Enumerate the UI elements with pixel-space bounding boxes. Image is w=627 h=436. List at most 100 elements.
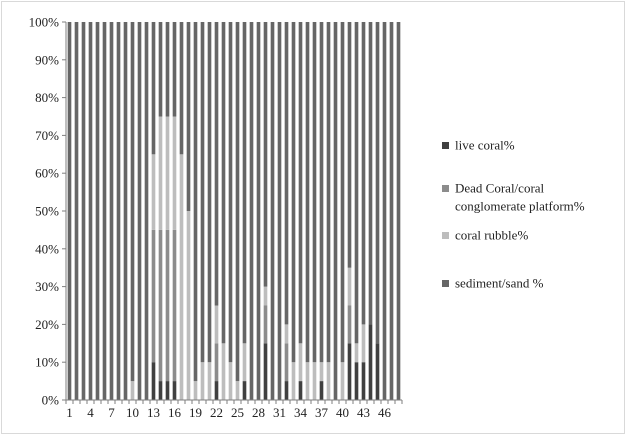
bar-segment-s3-x46 <box>383 22 387 400</box>
bar-segment-s3-x22 <box>215 22 219 306</box>
bar-segment-s3-x18 <box>187 22 191 211</box>
x-tick-label: 22 <box>210 405 223 420</box>
x-tick-label: 7 <box>108 405 115 420</box>
bar-segment-s1-x16 <box>173 230 177 381</box>
bar-segment-s3-x3 <box>82 22 86 400</box>
bar-segment-s3-x4 <box>89 22 93 400</box>
x-tick-label: 4 <box>87 405 94 420</box>
x-tick-label: 19 <box>189 405 202 420</box>
bar-segment-s3-x17 <box>180 22 184 154</box>
bar-segment-s2-x37 <box>320 362 324 381</box>
bar-segment-s1-x41 <box>348 306 352 344</box>
bar-segment-s3-x13 <box>152 22 156 154</box>
bar-segment-s2-x19 <box>194 381 198 400</box>
bar-segment-s1-x22 <box>215 343 219 381</box>
bar-segment-s0-x44 <box>369 324 373 400</box>
bar-segment-s0-x32 <box>285 381 289 400</box>
legend-label: sediment/sand % <box>455 276 544 291</box>
bar-segment-s2-x43 <box>362 324 366 362</box>
bar-segment-s2-x33 <box>292 362 296 400</box>
bar-segment-s2-x14 <box>159 117 163 230</box>
y-tick-label: 70% <box>35 128 59 143</box>
bar-segment-s3-x32 <box>285 22 289 324</box>
bar-segment-s2-x23 <box>222 343 226 400</box>
bar-segment-s3-x41 <box>348 22 352 268</box>
y-tick-label: 0% <box>42 393 60 408</box>
bar-segment-s2-x29 <box>264 287 268 306</box>
bar-segment-s3-x26 <box>243 22 247 343</box>
bar-segment-s0-x22 <box>215 381 219 400</box>
bar-segment-s2-x20 <box>201 362 205 400</box>
bar-segment-s3-x36 <box>313 22 317 362</box>
x-tick-label: 40 <box>336 405 349 420</box>
bar-segment-s3-x47 <box>390 22 394 400</box>
bar-segment-s3-x14 <box>159 22 163 117</box>
bar-segment-s2-x25 <box>236 381 240 400</box>
bar-segment-s3-x11 <box>138 22 142 400</box>
legend-swatch <box>442 185 449 192</box>
bar-segment-s3-x16 <box>173 22 177 117</box>
bar-segment-s0-x15 <box>166 381 170 400</box>
bar-segment-s2-x22 <box>215 306 219 344</box>
bar-segment-s3-x35 <box>306 22 310 362</box>
x-tick-label: 10 <box>126 405 139 420</box>
bar-segment-s0-x26 <box>243 381 247 400</box>
y-tick-label: 100% <box>29 15 60 30</box>
x-tick-label: 43 <box>357 405 370 420</box>
bar-segment-s3-x27 <box>250 22 254 400</box>
bar-segment-s0-x16 <box>173 381 177 400</box>
y-tick-label: 40% <box>35 241 59 256</box>
bar-segment-s3-x21 <box>208 22 212 362</box>
bar-segment-s2-x38 <box>327 362 331 400</box>
x-tick-label: 31 <box>273 405 286 420</box>
bar-segment-s3-x12 <box>145 22 149 400</box>
bar-segment-s2-x34 <box>299 343 303 381</box>
legend-label: Dead Coral/coralconglomerate platform% <box>455 181 585 214</box>
bar-segment-s0-x34 <box>299 381 303 400</box>
x-tick-label: 34 <box>294 405 308 420</box>
x-tick-label: 46 <box>378 405 392 420</box>
legend-swatch <box>442 280 449 287</box>
bar-segment-s3-x7 <box>110 22 114 400</box>
legend-label: coral rubble% <box>455 228 528 243</box>
bar-segment-s3-x5 <box>96 22 100 400</box>
bar-segment-s3-x20 <box>201 22 205 362</box>
y-tick-label: 30% <box>35 279 59 294</box>
bar-segment-s2-x24 <box>229 362 233 400</box>
y-tick-label: 90% <box>35 52 59 67</box>
bars-layer <box>68 22 401 400</box>
bar-segment-s3-x25 <box>236 22 240 381</box>
bar-segment-s3-x40 <box>341 22 345 362</box>
bar-segment-s3-x38 <box>327 22 331 362</box>
bar-segment-s1-x15 <box>166 230 170 381</box>
bar-segment-s0-x14 <box>159 381 163 400</box>
legend: live coral%Dead Coral/coralconglomerate … <box>442 138 585 291</box>
bar-segment-s0-x42 <box>355 362 359 400</box>
bar-segment-s2-x18 <box>187 211 191 400</box>
bar-segment-s2-x36 <box>313 362 317 400</box>
bar-segment-s1-x14 <box>159 230 163 381</box>
bar-segment-s2-x41 <box>348 268 352 306</box>
bar-segment-s1-x13 <box>152 230 156 362</box>
bar-segment-s3-x43 <box>362 22 366 324</box>
bar-segment-s3-x45 <box>376 22 380 343</box>
bar-segment-s3-x15 <box>166 22 170 117</box>
bar-segment-s3-x24 <box>229 22 233 362</box>
bar-segment-s2-x26 <box>243 343 247 381</box>
x-tick-label: 16 <box>168 405 182 420</box>
bar-segment-s3-x28 <box>257 22 261 400</box>
bar-segment-s3-x23 <box>222 22 226 343</box>
bar-segment-s3-x2 <box>75 22 79 400</box>
y-tick-label: 10% <box>35 355 59 370</box>
bar-segment-s1-x29 <box>264 306 268 344</box>
x-tick-label: 13 <box>147 405 160 420</box>
bar-segment-s3-x30 <box>271 22 275 400</box>
bar-segment-s2-x35 <box>306 362 310 400</box>
legend-swatch <box>442 142 449 149</box>
x-tick-label: 37 <box>315 405 329 420</box>
bar-segment-s3-x42 <box>355 22 359 343</box>
y-tick-label: 80% <box>35 90 59 105</box>
bar-segment-s3-x10 <box>131 22 135 381</box>
bar-segment-s3-x19 <box>194 22 198 381</box>
